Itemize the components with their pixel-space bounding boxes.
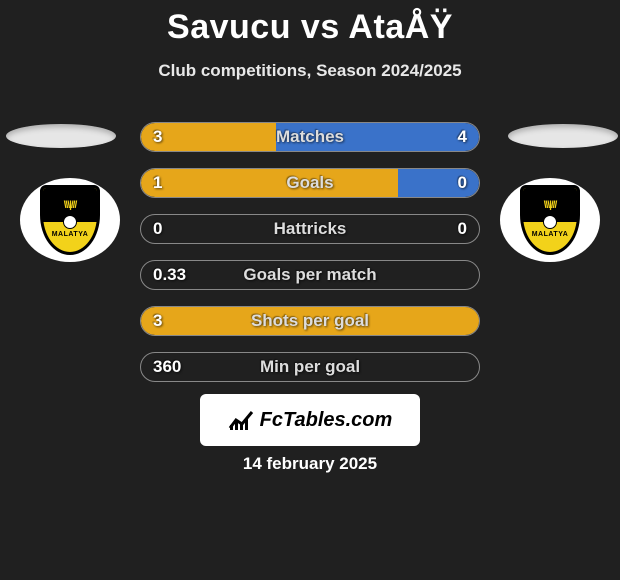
stat-label: Hattricks xyxy=(141,219,479,239)
brand-text: FcTables.com xyxy=(260,409,393,432)
club-crest-icon: \\\|/// MALATYA xyxy=(520,185,580,255)
page-title: Savucu vs AtaÅŸ xyxy=(0,0,620,47)
stat-row: 360Min per goal xyxy=(140,352,480,382)
stat-label: Min per goal xyxy=(141,357,479,377)
stat-row: 1Goals0 xyxy=(140,168,480,198)
player2-avatar xyxy=(508,124,618,148)
stat-row: 0Hattricks0 xyxy=(140,214,480,244)
stat-value-player2: 4 xyxy=(458,127,467,147)
stat-label: Goals per match xyxy=(141,265,479,285)
stat-row: 3Matches4 xyxy=(140,122,480,152)
stat-row: 0.33Goals per match xyxy=(140,260,480,290)
stats-list: 3Matches41Goals00Hattricks00.33Goals per… xyxy=(140,122,480,398)
stat-value-player2: 0 xyxy=(458,219,467,239)
player2-club-badge: \\\|/// MALATYA xyxy=(500,178,600,262)
stat-label: Matches xyxy=(141,127,479,147)
stat-label: Goals xyxy=(141,173,479,193)
player1-club-badge: \\\|/// MALATYA xyxy=(20,178,120,262)
brand-logo-icon xyxy=(228,410,254,430)
stat-label: Shots per goal xyxy=(141,311,479,331)
comparison-card: Savucu vs AtaÅŸ Club competitions, Seaso… xyxy=(0,0,620,580)
subtitle: Club competitions, Season 2024/2025 xyxy=(0,61,620,81)
date-text: 14 february 2025 xyxy=(0,454,620,474)
club-crest-icon: \\\|/// MALATYA xyxy=(40,185,100,255)
stat-row: 3Shots per goal xyxy=(140,306,480,336)
player1-avatar xyxy=(6,124,116,148)
brand-badge: FcTables.com xyxy=(200,394,420,446)
stat-value-player2: 0 xyxy=(458,173,467,193)
